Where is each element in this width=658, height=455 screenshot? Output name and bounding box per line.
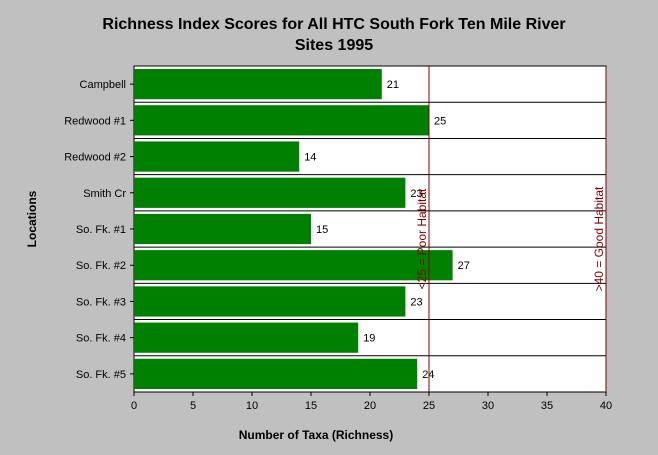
data-label: 19 bbox=[363, 333, 375, 345]
x-tick-label: 25 bbox=[423, 400, 435, 412]
data-label: 23 bbox=[410, 188, 422, 200]
x-tick-label: 15 bbox=[305, 400, 317, 412]
bar bbox=[134, 358, 418, 389]
bar bbox=[134, 69, 382, 100]
category-label: Redwood #1 bbox=[64, 115, 126, 127]
category-separators bbox=[134, 101, 606, 357]
chart-title-line-1: Richness Index Scores for All HTC South … bbox=[102, 16, 565, 33]
bar bbox=[134, 177, 406, 208]
x-axis-label: Number of Taxa (Richness) bbox=[239, 428, 393, 442]
category-label: So. Fk. #4 bbox=[76, 333, 126, 345]
bars: 21 25 14 23 15 27 23 19 24 bbox=[134, 69, 470, 389]
bar bbox=[134, 141, 300, 172]
reference-lines: <25 = Poor Habitat >40 = Good Habitat bbox=[415, 66, 607, 392]
data-label: 27 bbox=[458, 260, 470, 272]
bar bbox=[134, 286, 406, 317]
x-tick-label: 5 bbox=[190, 400, 196, 412]
category-label: So. Fk. #3 bbox=[76, 296, 126, 308]
data-label: 21 bbox=[387, 79, 399, 91]
data-label: 14 bbox=[304, 152, 316, 164]
x-tick-label: 10 bbox=[246, 400, 258, 412]
chart-title-line-2: Sites 1995 bbox=[295, 37, 373, 54]
data-label: 24 bbox=[422, 369, 434, 381]
category-labels: Campbell Redwood #1 Redwood #2 Smith Cr So. … bbox=[64, 79, 134, 381]
x-tick-label: 20 bbox=[364, 400, 376, 412]
data-label: 15 bbox=[316, 224, 328, 236]
reference-line-label: <25 = Poor Habitat bbox=[415, 188, 429, 289]
x-tick-label: 35 bbox=[541, 400, 553, 412]
category-label: Smith Cr bbox=[83, 188, 126, 200]
y-axis-label: Locations bbox=[25, 190, 39, 247]
bar bbox=[134, 322, 359, 353]
reference-line-label: >40 = Good Habitat bbox=[592, 186, 606, 291]
x-tick-label: 30 bbox=[482, 400, 494, 412]
data-label: 25 bbox=[434, 115, 446, 127]
data-label: 23 bbox=[410, 296, 422, 308]
x-tick-label: 40 bbox=[600, 400, 612, 412]
bar bbox=[134, 250, 453, 281]
bar bbox=[134, 105, 429, 136]
x-tick-label: 0 bbox=[131, 400, 137, 412]
x-axis-ticks: 0 5 10 15 20 25 30 35 40 bbox=[131, 392, 612, 412]
category-label: So. Fk. #1 bbox=[76, 224, 126, 236]
category-label: Redwood #2 bbox=[64, 152, 126, 164]
bar bbox=[134, 213, 311, 245]
category-label: So. Fk. #5 bbox=[76, 369, 126, 381]
category-label: So. Fk. #2 bbox=[76, 260, 126, 272]
category-label: Campbell bbox=[80, 79, 126, 91]
